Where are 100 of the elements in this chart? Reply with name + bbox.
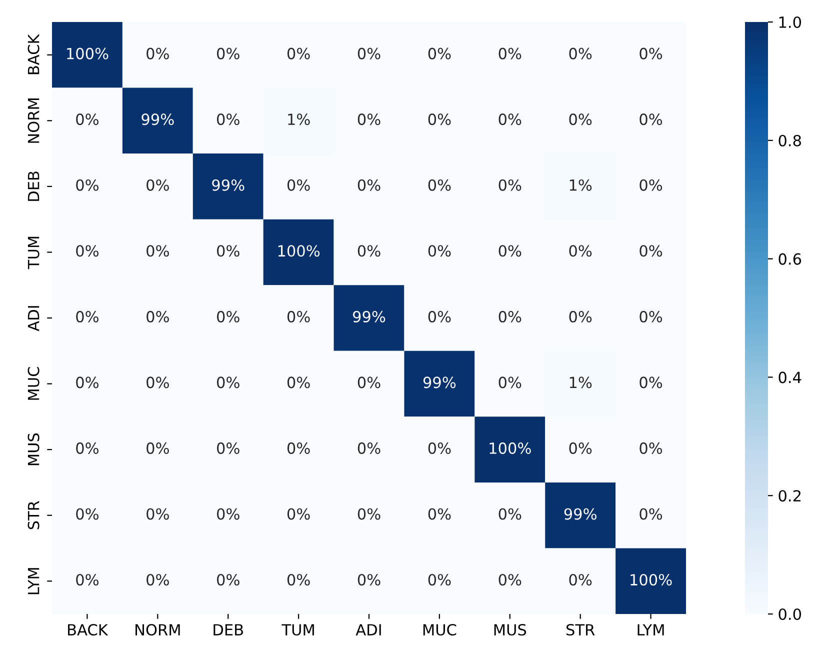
data-label: 0% (217, 114, 240, 126)
data-label: 0% (428, 114, 451, 126)
data-label: 0% (569, 48, 592, 60)
data-label: 0% (640, 442, 662, 454)
x-tick-label: TUM (282, 624, 314, 636)
x-tick-label: DEB (214, 624, 243, 636)
data-label: 0% (640, 179, 662, 191)
data-label: 0% (146, 245, 169, 257)
data-label: 0% (146, 310, 169, 322)
data-label: 0% (569, 574, 592, 586)
data-label: 0% (640, 245, 662, 257)
data-label: 0% (76, 179, 98, 191)
data-label: 0% (358, 442, 380, 454)
data-label: 0% (217, 508, 240, 520)
data-label: 0% (76, 114, 98, 126)
data-label: 0% (498, 114, 522, 126)
data-label: 0% (76, 245, 98, 257)
y-tick-label: STR (28, 500, 40, 530)
color-bar-label: 0.4 (778, 372, 802, 384)
data-label: 0% (146, 179, 169, 191)
data-label: 0% (287, 179, 310, 191)
data-label: 0% (428, 310, 451, 322)
data-label: 0% (76, 442, 98, 454)
data-label: 0% (358, 48, 380, 60)
y-tick-label: MUS (28, 433, 40, 466)
data-label: 0% (569, 245, 592, 257)
data-label: 0% (498, 376, 522, 388)
y-tick-label: DEB (28, 172, 40, 201)
data-label: 0% (640, 48, 662, 60)
data-label: 0% (358, 245, 380, 257)
color-bar-label: 0.8 (778, 134, 801, 146)
data-label: 0% (428, 574, 451, 586)
data-label: 100% (67, 48, 108, 60)
y-tick-label: TUM (28, 236, 40, 270)
data-label: 100% (490, 442, 531, 454)
data-label: 0% (287, 508, 310, 520)
y-tick-label: NORM (28, 98, 40, 143)
data-label: 0% (146, 376, 169, 388)
data-label: 0% (498, 574, 522, 586)
data-label: 1% (288, 114, 310, 126)
color-bar-label: 0.6 (778, 253, 802, 265)
data-label: 0% (569, 310, 592, 322)
data-label: 99% (142, 114, 174, 126)
data-label: 0% (428, 48, 451, 60)
data-label: 0% (358, 179, 380, 191)
data-label: 0% (358, 114, 380, 126)
x-tick-label: BACK (68, 624, 108, 636)
data-label: 0% (287, 376, 310, 388)
data-label: 0% (217, 245, 240, 257)
data-label: 0% (287, 442, 310, 454)
data-label: 0% (640, 376, 662, 388)
data-label: 0% (146, 508, 169, 520)
y-tick-label: LYM (28, 568, 40, 594)
data-label: 1% (570, 179, 592, 191)
data-label: 0% (640, 114, 662, 126)
x-tick-label: ADI (356, 624, 381, 636)
data-label: 0% (428, 245, 451, 257)
data-label: 0% (569, 442, 592, 454)
data-label: 0% (358, 508, 380, 520)
data-label: 0% (498, 245, 522, 257)
y-tick-label: ADI (28, 306, 40, 332)
data-label: 0% (428, 508, 451, 520)
data-label: 0% (287, 48, 310, 60)
data-label: 1% (570, 376, 592, 388)
data-label: 0% (428, 179, 451, 191)
data-label: 0% (146, 48, 169, 60)
data-label: 0% (76, 574, 98, 586)
x-tick-label: NORM (136, 624, 180, 636)
color-bar-label: 1.0 (779, 16, 802, 28)
x-tick-label: STR (566, 624, 595, 636)
y-tick-label: MUC (28, 367, 40, 400)
data-label: 100% (630, 574, 672, 586)
data-label: 0% (76, 376, 98, 388)
data-label: 0% (498, 310, 522, 322)
data-label: 0% (287, 310, 310, 322)
data-label: 0% (498, 48, 522, 60)
data-label: 99% (423, 376, 456, 388)
data-label: 99% (212, 179, 244, 191)
x-tick-label: LYM (638, 624, 664, 636)
data-label: 100% (278, 245, 320, 257)
data-label: 0% (358, 376, 380, 388)
data-label: 0% (498, 508, 522, 520)
data-label: 0% (217, 376, 240, 388)
data-label: 0% (358, 574, 380, 586)
data-label: 0% (217, 574, 240, 586)
data-label: 0% (76, 310, 98, 322)
data-label: 0% (217, 442, 240, 454)
color-bar-label: 0.0 (778, 608, 802, 620)
data-label: 99% (564, 508, 596, 520)
y-tick-label: BACK (28, 34, 40, 74)
data-label: 0% (146, 442, 169, 454)
data-label: 0% (217, 310, 240, 322)
data-label: 0% (569, 114, 592, 126)
data-label: 0% (640, 310, 662, 322)
data-label: 99% (352, 310, 386, 322)
data-label: 0% (428, 442, 451, 454)
data-label: 0% (76, 508, 98, 520)
data-label: 0% (498, 179, 522, 191)
x-tick-label: MUC (423, 624, 456, 636)
data-label: 0% (217, 48, 240, 60)
